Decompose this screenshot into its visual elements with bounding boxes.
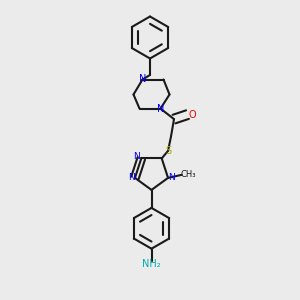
Text: O: O: [188, 110, 196, 120]
Text: NH₂: NH₂: [142, 259, 161, 269]
Text: N: N: [168, 173, 175, 182]
Text: N: N: [157, 103, 164, 114]
Text: S: S: [165, 146, 171, 156]
Text: N: N: [128, 173, 135, 182]
Text: N: N: [139, 74, 146, 85]
Text: CH₃: CH₃: [180, 170, 196, 179]
Text: N: N: [134, 152, 140, 161]
